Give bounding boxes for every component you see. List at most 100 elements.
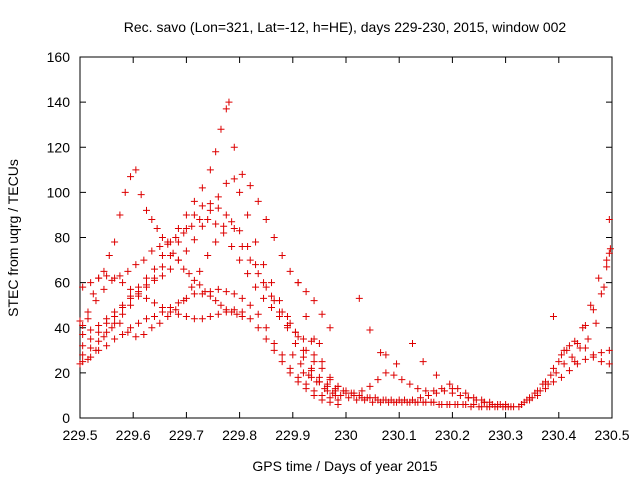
data-point xyxy=(182,312,190,320)
data-point xyxy=(233,310,241,318)
data-point xyxy=(201,288,209,296)
data-point xyxy=(302,288,310,296)
data-point xyxy=(222,288,230,296)
data-point xyxy=(204,215,212,223)
data-point xyxy=(143,315,150,323)
data-point xyxy=(422,398,430,406)
data-point xyxy=(95,274,103,282)
data-point xyxy=(158,272,166,280)
data-point xyxy=(164,238,172,246)
data-point xyxy=(286,267,294,275)
data-point xyxy=(374,376,382,384)
data-point xyxy=(568,353,576,361)
data-point xyxy=(156,319,164,327)
data-point xyxy=(180,265,188,273)
data-point xyxy=(552,369,560,377)
data-point xyxy=(212,220,220,228)
data-point xyxy=(222,308,230,316)
data-point xyxy=(260,294,268,302)
data-point xyxy=(414,385,422,393)
data-point xyxy=(409,340,416,348)
data-point xyxy=(76,360,84,368)
data-point xyxy=(150,299,158,307)
data-point xyxy=(206,166,214,174)
data-point xyxy=(148,215,156,223)
data-point xyxy=(430,398,438,406)
x-tick-label: 229.6 xyxy=(116,427,151,443)
data-point xyxy=(190,276,198,284)
data-point xyxy=(103,315,111,323)
data-point xyxy=(299,335,307,343)
data-point xyxy=(220,222,228,230)
data-point xyxy=(310,358,318,366)
data-point xyxy=(143,294,150,302)
data-point xyxy=(196,281,204,289)
data-point xyxy=(270,297,278,305)
data-point xyxy=(148,324,156,332)
data-point xyxy=(393,398,401,406)
data-point xyxy=(198,202,206,210)
data-point xyxy=(108,276,116,284)
data-point xyxy=(105,252,113,260)
data-point xyxy=(190,315,198,323)
data-point xyxy=(416,394,424,402)
data-point xyxy=(334,382,342,390)
data-point xyxy=(262,335,270,343)
chart-title: Rec. savo (Lon=321, Lat=-12, h=HE), days… xyxy=(124,19,567,35)
data-point xyxy=(127,301,135,309)
y-axis-label: STEC from uqrg / TECUs xyxy=(5,159,21,317)
data-point xyxy=(326,324,334,332)
data-point xyxy=(268,303,276,311)
data-point xyxy=(164,312,172,320)
x-tick-label: 230 xyxy=(334,427,358,443)
data-point xyxy=(589,353,597,361)
data-point xyxy=(565,342,573,350)
data-point xyxy=(549,312,557,320)
data-point xyxy=(283,321,291,329)
data-point xyxy=(350,389,358,397)
data-point xyxy=(172,306,180,314)
data-point xyxy=(361,396,369,404)
x-tick-label: 230.3 xyxy=(488,427,523,443)
data-point xyxy=(212,238,220,246)
data-point xyxy=(196,215,204,223)
data-point xyxy=(446,400,454,408)
data-point xyxy=(95,321,103,329)
data-point xyxy=(302,385,310,393)
data-point xyxy=(318,364,326,372)
data-point xyxy=(100,333,108,341)
data-point xyxy=(143,283,150,291)
data-point xyxy=(198,184,206,192)
data-point xyxy=(307,367,315,375)
data-point xyxy=(318,358,326,366)
data-point xyxy=(366,394,374,402)
data-point xyxy=(334,400,342,408)
data-point xyxy=(132,333,140,341)
data-point xyxy=(462,400,470,408)
data-point xyxy=(446,380,454,388)
data-point xyxy=(222,211,230,219)
data-point xyxy=(414,398,422,406)
x-tick-label: 230.1 xyxy=(382,427,417,443)
data-point xyxy=(270,340,278,348)
x-tick-label: 229.9 xyxy=(275,427,310,443)
data-point xyxy=(124,328,132,336)
data-point xyxy=(291,328,299,336)
data-point xyxy=(230,175,238,183)
data-point xyxy=(79,331,87,339)
data-point xyxy=(111,238,119,246)
data-point xyxy=(310,335,318,343)
data-point xyxy=(111,335,119,343)
data-point xyxy=(238,308,246,316)
data-point xyxy=(119,331,127,339)
data-point xyxy=(302,312,310,320)
y-tick-label: 60 xyxy=(54,275,70,291)
data-point xyxy=(315,340,323,348)
data-point xyxy=(214,285,222,293)
data-point xyxy=(158,234,166,241)
data-point xyxy=(103,272,111,280)
data-point xyxy=(393,360,401,368)
data-point xyxy=(438,400,446,408)
y-tick-label: 140 xyxy=(47,94,71,110)
